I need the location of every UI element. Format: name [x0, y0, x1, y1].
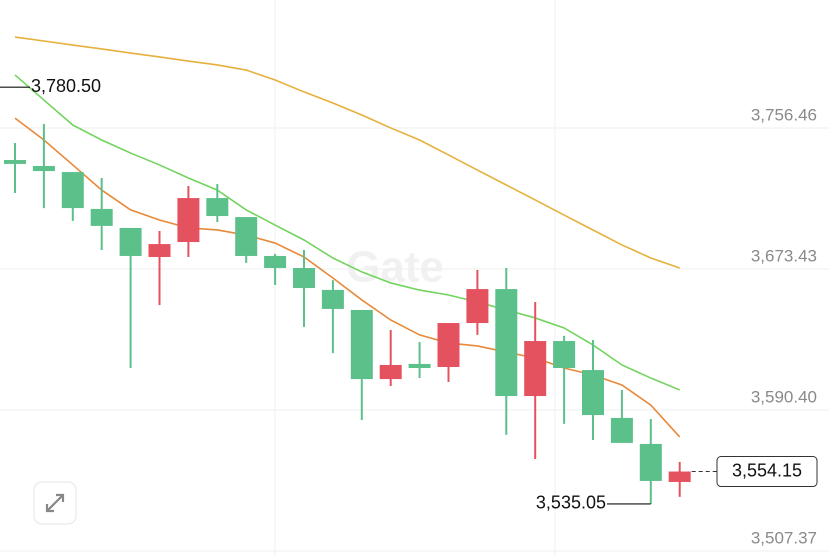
ma-line — [14, 117, 681, 438]
candle-body — [437, 323, 460, 368]
candle-body — [177, 198, 200, 243]
candle-body — [321, 289, 344, 309]
candle-body — [90, 208, 113, 226]
candle-body — [32, 165, 55, 172]
candle-body — [553, 341, 576, 369]
candle-body — [148, 244, 171, 257]
candle-body — [610, 417, 633, 443]
y-tick-label: 3,756.46 — [751, 105, 817, 124]
candle-body — [639, 443, 662, 481]
candle-body — [235, 217, 258, 256]
candle-body — [466, 289, 489, 324]
candle-body — [408, 363, 431, 369]
candle-body — [668, 471, 691, 482]
candle-body — [264, 255, 287, 269]
y-tick-label: 3,507.37 — [751, 528, 817, 547]
candle-body — [379, 364, 402, 380]
candle-body — [293, 268, 315, 289]
y-tick-label: 3,590.40 — [751, 387, 817, 406]
candle-body — [524, 341, 547, 397]
expand-icon[interactable] — [45, 493, 65, 513]
ma-line — [14, 36, 680, 269]
candle-body — [206, 198, 229, 217]
last-price-label: 3,554.15 — [732, 460, 802, 480]
candle-body — [350, 309, 373, 380]
candle-body — [582, 370, 604, 416]
candle-body — [4, 160, 26, 164]
max-marker-label: 3,780.50 — [31, 76, 101, 96]
min-marker-label: 3,535.05 — [536, 493, 606, 513]
y-tick-label: 3,673.43 — [751, 246, 817, 265]
candle-body — [119, 227, 142, 256]
expand-button[interactable] — [33, 481, 77, 525]
ma-line — [14, 74, 681, 391]
candle-body — [495, 289, 518, 397]
last-price-box — [716, 456, 818, 488]
candle-body — [61, 172, 84, 209]
